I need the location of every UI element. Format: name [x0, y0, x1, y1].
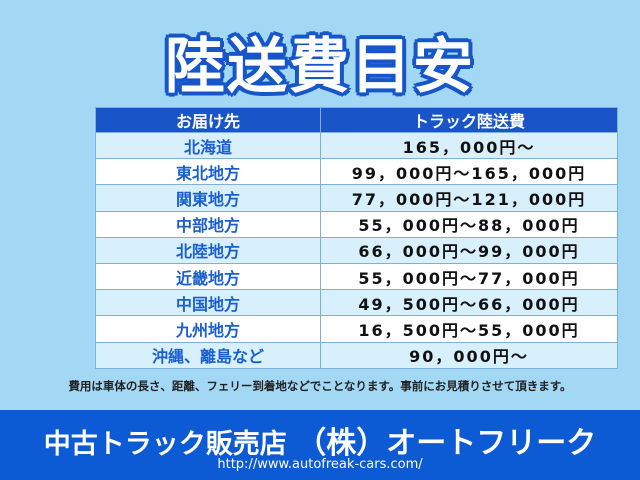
table-row: 北陸地方 66，000円～99，000円: [95, 236, 618, 264]
price-cell: 77，000円～121，000円: [320, 184, 618, 212]
header-destination: お届け先: [95, 107, 321, 133]
table-row: 中国地方 49，500円～66，000円: [95, 289, 618, 317]
table-row: 北海道 165，000円～: [95, 131, 618, 160]
region-cell: 沖縄、離島など: [95, 341, 321, 369]
region-cell: 近畿地方: [95, 262, 321, 291]
website-url[interactable]: http://www.autofreak-cars.com/: [217, 457, 423, 472]
region-cell: 北陸地方: [95, 236, 321, 264]
price-cell: 49，500円～66，000円: [320, 289, 618, 317]
region-cell: 中部地方: [95, 210, 321, 238]
price-cell: 55，000円～77，000円: [320, 262, 618, 291]
note-text: 費用は車体の長さ、距離、フェリー到着地などでことなります。事前にお見積りさせて頂…: [68, 379, 572, 393]
region-cell: 東北地方: [95, 158, 321, 186]
shipping-cost-table: お届け先 トラック陸送費 北海道 165，000円～ 東北地方 99，000円～165…: [95, 107, 618, 369]
shop-type: 中古トラック販売店: [43, 429, 287, 460]
company-name: （株）オートフリーク: [296, 426, 597, 461]
table-row: 沖縄、離島など 90，000円～: [95, 341, 618, 369]
price-cell: 99，000円～165，000円: [320, 158, 618, 186]
region-cell: 北海道: [95, 131, 321, 160]
price-cell: 66，000円～99，000円: [320, 236, 618, 264]
table-row: 関東地方 77，000円～121，000円: [95, 184, 618, 212]
table-row: 東北地方 99，000円～165，000円: [95, 158, 618, 186]
shop-name: 中古トラック販売店 （株）オートフリーク: [0, 418, 640, 462]
table-row: 近畿地方 55，000円～77，000円: [95, 262, 618, 291]
region-cell: 中国地方: [95, 289, 321, 317]
table-row: 九州地方 16，500円～55，000円: [95, 315, 618, 343]
region-cell: 関東地方: [95, 184, 321, 212]
price-cell: 165，000円～: [320, 131, 618, 160]
header-cost: トラック陸送費: [320, 107, 618, 133]
table-row: 中部地方 55，000円～88，000円: [95, 210, 618, 238]
price-cell: 16，500円～55，000円: [320, 315, 618, 343]
price-cell: 90，000円～: [320, 341, 618, 369]
table-header-row: お届け先 トラック陸送費: [95, 107, 618, 133]
page-title: 陸送費目安: [165, 32, 475, 102]
region-cell: 九州地方: [95, 315, 321, 343]
footer-banner: 中古トラック販売店 （株）オートフリーク http://www.autofrea…: [0, 410, 640, 480]
price-cell: 55，000円～88，000円: [320, 210, 618, 238]
